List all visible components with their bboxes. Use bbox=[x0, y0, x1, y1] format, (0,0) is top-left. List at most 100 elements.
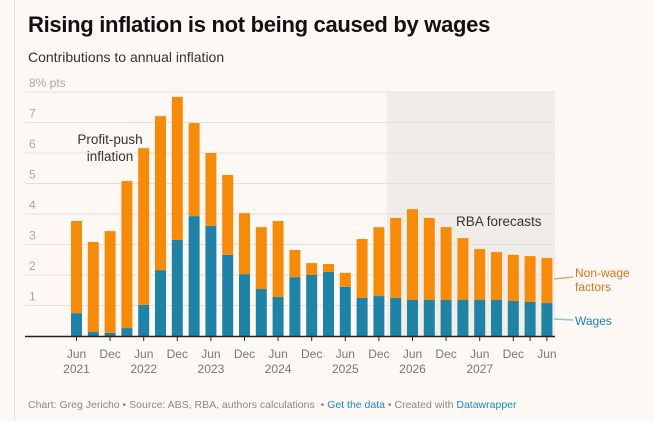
x-tick-year-label: 2027 bbox=[466, 362, 493, 376]
y-tick-label: 4 bbox=[29, 198, 36, 212]
x-tick-year-label: 2026 bbox=[399, 362, 426, 376]
bar-non-wage bbox=[474, 249, 486, 301]
bar-non-wage bbox=[104, 231, 116, 333]
x-tick-label: Dec bbox=[234, 347, 255, 361]
y-tick-label: 8% pts bbox=[29, 76, 66, 90]
legend-label-non-wage-line2: factors bbox=[575, 280, 611, 294]
bar-wages bbox=[457, 300, 469, 336]
bar-non-wage bbox=[541, 257, 553, 304]
x-tick-label: Dec bbox=[368, 347, 389, 361]
bar-non-wage bbox=[272, 221, 284, 297]
x-tick-label: Dec bbox=[99, 347, 120, 361]
x-tick-label: Jun bbox=[268, 347, 287, 361]
bar-wages bbox=[222, 254, 234, 336]
x-tick-year-label: 2022 bbox=[130, 362, 157, 376]
bar-wages bbox=[104, 332, 116, 336]
bar-wages bbox=[121, 328, 133, 336]
datawrapper-link[interactable]: Datawrapper bbox=[456, 399, 517, 411]
bar-wages bbox=[356, 297, 368, 336]
bar-non-wage bbox=[306, 263, 318, 275]
bar-wages bbox=[188, 216, 200, 336]
bar-wages bbox=[440, 300, 452, 336]
bar-wages bbox=[323, 271, 334, 336]
bar-non-wage bbox=[423, 217, 435, 301]
y-tick-label: 7 bbox=[29, 107, 36, 121]
y-tick-label: 3 bbox=[29, 229, 36, 243]
x-tick-label: Dec bbox=[503, 347, 524, 361]
x-tick-year-label: 2025 bbox=[332, 362, 359, 376]
bar-wages bbox=[155, 270, 166, 336]
chart-subtitle: Contributions to annual inflation bbox=[28, 49, 225, 65]
footer-separator: • bbox=[384, 399, 395, 411]
x-tick-label: Dec bbox=[167, 347, 188, 361]
bar-non-wage bbox=[188, 123, 200, 217]
y-tick-label: 1 bbox=[29, 290, 36, 304]
bar-wages bbox=[390, 297, 402, 336]
bar-wages bbox=[507, 300, 519, 336]
x-tick-label: Jun bbox=[470, 347, 489, 361]
legend-label-wages: Wages bbox=[575, 314, 612, 328]
x-tick-label: Jun bbox=[201, 347, 220, 361]
bar-non-wage bbox=[289, 249, 301, 278]
bar-non-wage bbox=[239, 213, 250, 275]
footer-separator: • bbox=[317, 399, 328, 411]
bar-non-wage bbox=[339, 272, 351, 287]
y-tick-label: 5 bbox=[29, 168, 36, 182]
y-tick-label: 2 bbox=[29, 259, 36, 273]
y-tick-label: 6 bbox=[29, 137, 36, 151]
legend-leader-wages bbox=[553, 318, 574, 321]
x-tick-label: Jun bbox=[134, 347, 153, 361]
bar-non-wage bbox=[155, 116, 166, 271]
bar-non-wage bbox=[356, 239, 368, 298]
bar-wages bbox=[255, 289, 267, 336]
bar-non-wage bbox=[491, 252, 502, 301]
bar-non-wage bbox=[457, 238, 469, 301]
x-tick-label: Jun bbox=[67, 347, 86, 361]
bar-wages bbox=[541, 303, 553, 336]
bar-non-wage bbox=[323, 264, 334, 272]
bar-non-wage bbox=[440, 227, 452, 301]
bar-wages bbox=[491, 300, 502, 336]
left-border-rule bbox=[14, 0, 15, 421]
footer-separator: • bbox=[119, 399, 130, 411]
bar-non-wage bbox=[524, 256, 536, 302]
footer-created-with: Created with bbox=[394, 399, 454, 411]
x-tick-label: Dec bbox=[435, 347, 456, 361]
bar-wages bbox=[239, 274, 250, 336]
x-tick-label: Jun bbox=[403, 347, 422, 361]
footer-credit: Chart: Greg Jericho bbox=[28, 399, 120, 411]
bar-non-wage bbox=[390, 217, 402, 298]
x-tick-label: Dec bbox=[301, 347, 322, 361]
bar-wages bbox=[71, 313, 82, 336]
bar-non-wage bbox=[222, 174, 234, 255]
x-tick-year-label: 2023 bbox=[198, 362, 225, 376]
bar-non-wage bbox=[71, 221, 82, 314]
x-tick-year-label: 2024 bbox=[265, 362, 292, 376]
bar-non-wage bbox=[407, 209, 418, 301]
bar-wages bbox=[524, 301, 536, 336]
bar-wages bbox=[272, 296, 284, 336]
bar-wages bbox=[138, 304, 150, 336]
legend-label-non-wage-line1: Non-wage bbox=[575, 266, 630, 280]
annotation-profit-push-line2: inflation bbox=[87, 149, 134, 164]
x-tick-label: Jun bbox=[537, 347, 556, 361]
bar-wages bbox=[87, 332, 99, 336]
bar-wages bbox=[373, 296, 385, 336]
chart-title: Rising inflation is not being caused by … bbox=[28, 12, 491, 37]
get-the-data-link[interactable]: Get the data bbox=[327, 399, 385, 411]
legend-leader-non-wage bbox=[553, 276, 574, 280]
bar-non-wage bbox=[138, 148, 150, 305]
bar-wages bbox=[339, 286, 351, 336]
bar-non-wage bbox=[121, 181, 133, 329]
footer-source: Source: ABS, RBA, authors calculations bbox=[129, 399, 315, 411]
bar-non-wage bbox=[255, 227, 267, 290]
bar-wages bbox=[407, 300, 418, 336]
bar-non-wage bbox=[205, 153, 217, 226]
bar-non-wage bbox=[373, 227, 385, 297]
x-tick-label: Jun bbox=[336, 347, 355, 361]
bar-wages bbox=[171, 239, 183, 336]
bar-non-wage bbox=[87, 242, 99, 333]
bar-wages bbox=[474, 300, 486, 336]
bar-non-wage bbox=[507, 254, 519, 301]
